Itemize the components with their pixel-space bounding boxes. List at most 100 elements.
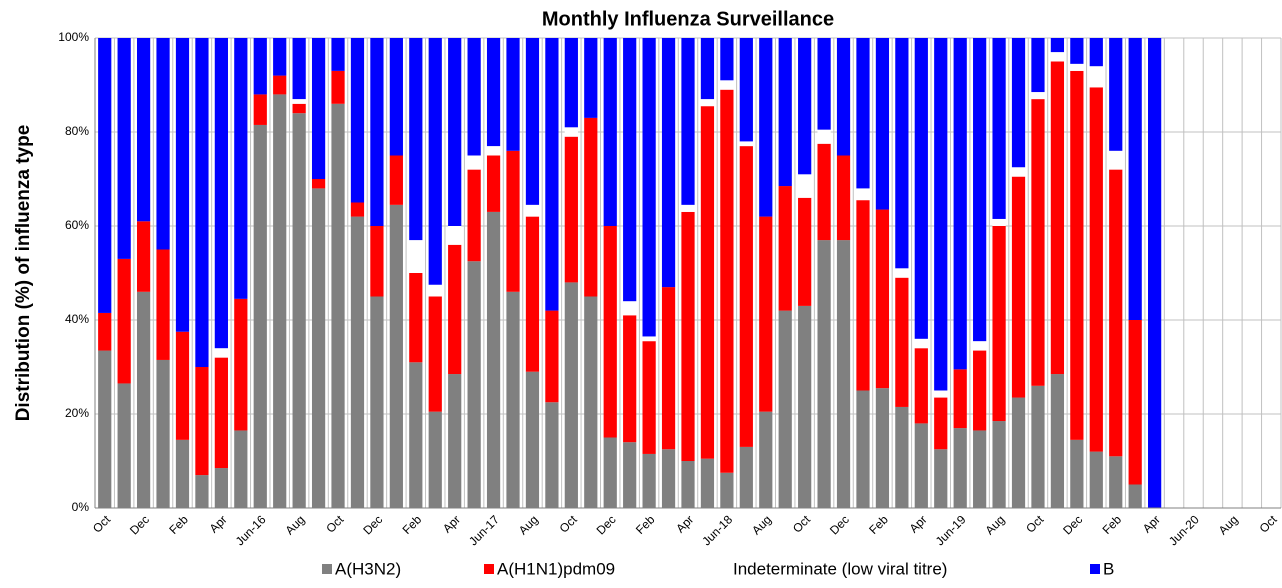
bar-segment xyxy=(467,38,481,156)
x-tick-label: Oct xyxy=(1023,512,1047,536)
bar-segment xyxy=(1031,99,1045,386)
bar-segment xyxy=(1148,38,1162,508)
bar-segment xyxy=(292,103,306,114)
bar-segment xyxy=(506,38,520,151)
bar-segment xyxy=(273,94,287,509)
bar-segment xyxy=(331,103,345,509)
x-tick-label: Aug xyxy=(1216,512,1241,537)
bar-segment xyxy=(214,468,228,508)
bar-segment xyxy=(973,341,987,351)
bar-segment xyxy=(1031,92,1045,100)
bar-segment xyxy=(545,310,559,403)
x-tick-label: Aug xyxy=(982,512,1007,537)
bar-segment xyxy=(195,475,209,508)
bar-segment xyxy=(428,38,442,285)
x-tick-label: Dec xyxy=(1060,512,1085,537)
bar-segment xyxy=(1050,38,1065,53)
bar-segment xyxy=(156,38,170,250)
y-tick-label: 60% xyxy=(65,218,89,232)
x-tick-label: Feb xyxy=(400,512,425,537)
y-tick-label: 0% xyxy=(72,500,90,514)
bar-segment xyxy=(195,367,209,476)
bar-segment xyxy=(895,277,909,407)
bar-segment xyxy=(1011,38,1026,168)
bar-segment xyxy=(448,226,462,245)
bar-segment xyxy=(98,350,112,508)
bar-segment xyxy=(584,117,598,297)
bar-segment xyxy=(506,150,520,292)
bar-segment xyxy=(759,38,773,217)
y-tick-label: 80% xyxy=(65,124,89,138)
x-tick-label: Apr xyxy=(673,512,696,535)
bar-segment xyxy=(875,388,890,508)
bar-segment xyxy=(914,348,928,424)
bar-segment xyxy=(914,423,928,508)
x-tick-label: Dec xyxy=(827,512,852,537)
bar-segment xyxy=(992,218,1006,226)
legend-swatch xyxy=(322,564,332,574)
x-tick-label: Apr xyxy=(440,512,463,535)
bar-segment xyxy=(973,38,987,342)
bar-segment xyxy=(1050,52,1065,62)
bar-segment xyxy=(214,348,228,358)
bar-segment xyxy=(623,442,637,508)
bar-segment xyxy=(486,155,501,212)
x-tick-label: Jun-16 xyxy=(233,512,269,548)
x-tick-label: Dec xyxy=(594,512,619,537)
bar-segment xyxy=(875,38,890,210)
bar-segment xyxy=(525,371,540,508)
bar-segment xyxy=(389,204,403,508)
bar-segment xyxy=(331,38,345,71)
bar-segment xyxy=(214,38,228,349)
bar-segment xyxy=(661,287,676,450)
bar-segment xyxy=(98,38,112,313)
bar-segment xyxy=(273,75,287,95)
bar-segment xyxy=(292,99,306,104)
x-tick-label: Dec xyxy=(360,512,385,537)
bar-segment xyxy=(584,38,598,118)
bar-segment xyxy=(370,296,384,508)
bar-segment xyxy=(700,106,715,459)
bar-segment xyxy=(623,301,637,316)
bar-segment xyxy=(292,38,306,100)
bar-segment xyxy=(350,38,365,203)
bar-segment xyxy=(331,70,345,104)
bar-segment xyxy=(564,282,578,508)
bar-segment xyxy=(486,146,501,156)
bar-segment xyxy=(1070,38,1084,64)
bar-segment xyxy=(1011,167,1026,177)
bar-segment xyxy=(934,397,948,450)
bar-segment xyxy=(934,449,948,508)
bar-segment xyxy=(895,268,909,278)
bar-segment xyxy=(992,226,1006,422)
bar-segment xyxy=(525,216,540,372)
bar-segment xyxy=(156,249,170,360)
bar-segment xyxy=(136,291,151,508)
bar-segment xyxy=(1070,63,1084,71)
bar-segment xyxy=(311,188,326,508)
bar-segment xyxy=(311,38,326,179)
bar-segment xyxy=(506,291,520,508)
y-tick-label: 20% xyxy=(65,406,89,420)
bar-segment xyxy=(175,439,190,508)
bar-segment xyxy=(370,38,384,226)
bar-segment xyxy=(856,38,870,189)
bar-segment xyxy=(1031,385,1045,508)
bar-segment xyxy=(1109,169,1123,457)
bar-segment xyxy=(350,202,365,217)
bar-segment xyxy=(564,136,578,283)
bar-segment xyxy=(759,411,773,508)
bar-segment xyxy=(739,38,753,142)
legend-label: B xyxy=(1103,559,1114,578)
x-tick-label: Dec xyxy=(127,512,152,537)
legend-label: A(H1N1)pdm09 xyxy=(497,559,615,578)
bar-segment xyxy=(934,38,948,391)
bar-segment xyxy=(428,411,442,508)
bar-segment xyxy=(681,211,695,461)
bar-segment xyxy=(798,197,812,306)
bar-segment xyxy=(525,38,540,205)
bar-segment xyxy=(973,430,987,508)
bar-segment xyxy=(545,38,559,311)
bar-segment xyxy=(603,226,617,438)
